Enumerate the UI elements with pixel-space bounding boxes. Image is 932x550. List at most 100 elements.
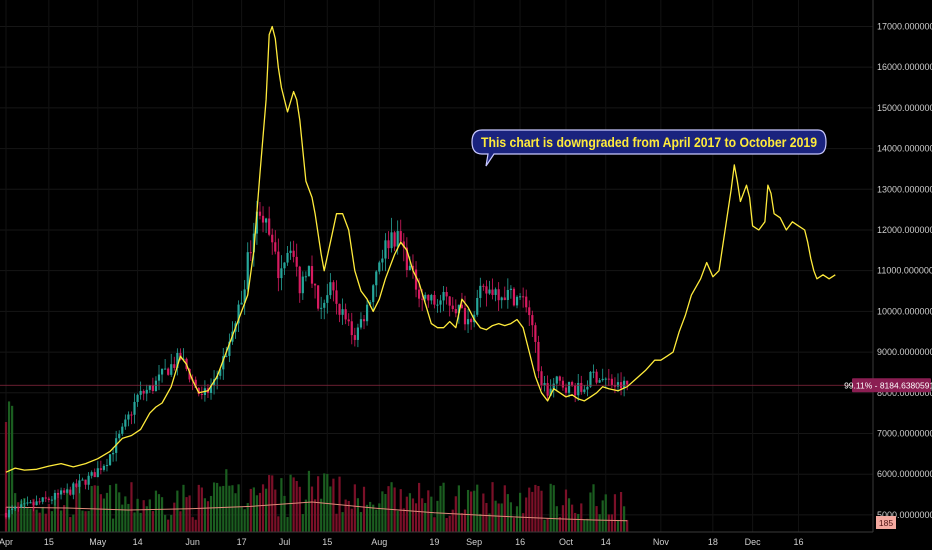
candle-body [75, 483, 78, 487]
candle-body [454, 309, 457, 314]
volume-bar [473, 490, 476, 532]
candle-body [96, 468, 99, 478]
candle-body [448, 296, 451, 306]
volume-bar [17, 502, 20, 532]
candle-body [261, 215, 265, 223]
candle-body [408, 265, 412, 271]
volume-bar [503, 485, 506, 532]
candle-body [365, 304, 369, 322]
volume-bar [372, 504, 375, 532]
volume-bar [44, 513, 47, 532]
volume-bar [356, 498, 359, 532]
candle-body [546, 383, 549, 396]
candle-body [571, 382, 574, 386]
volume-bar [194, 519, 197, 532]
candle-body [347, 319, 350, 322]
volume-bar [26, 507, 29, 532]
volume-bar [47, 503, 50, 532]
candle-body [616, 382, 620, 387]
volume-bar [7, 401, 11, 532]
candle-body [329, 282, 332, 296]
candle-body [56, 492, 60, 495]
candle-body [525, 296, 528, 308]
volume-bar [623, 506, 626, 532]
volume-bar [344, 499, 347, 532]
volume-bar [537, 486, 540, 532]
y-tick-label: 7000.00000000 [877, 428, 932, 438]
volume-bar [200, 487, 203, 532]
volume-bar [142, 500, 145, 532]
x-tick-label: Aug [371, 537, 387, 547]
volume-bar [574, 512, 577, 532]
candle-body [414, 269, 418, 290]
candle-body [335, 290, 338, 304]
price-badge: 99.11% - 8184.63805914 [844, 378, 932, 393]
candle-body [298, 266, 301, 294]
candle-body [38, 501, 41, 503]
candle-body [411, 265, 415, 270]
volume-bar [14, 493, 17, 532]
volume-bar [607, 514, 610, 532]
candle-body [268, 218, 271, 235]
volume-bar [540, 490, 543, 532]
volume-bar [115, 483, 118, 532]
candle-body [286, 252, 289, 263]
volume-bar [567, 498, 571, 532]
volume-bar [139, 512, 142, 532]
candle-body [482, 285, 485, 287]
candle-body [589, 371, 592, 387]
candle-body [209, 385, 213, 393]
volume-bar [225, 469, 228, 532]
volume-bar [341, 512, 344, 532]
volume-bar [362, 486, 366, 532]
candle-body [41, 497, 44, 502]
candle-body [304, 276, 307, 278]
candle-body [124, 419, 127, 427]
candle-body [84, 479, 87, 485]
volume-bar [209, 495, 213, 532]
candle-body [246, 252, 249, 290]
volume-bar [59, 510, 63, 532]
volume-bar [219, 486, 222, 532]
volume-bar [564, 489, 568, 532]
candle-body [518, 296, 522, 298]
candle-body [515, 296, 519, 306]
volume-bar [84, 511, 87, 532]
candle-body [151, 385, 154, 392]
volume-bar [580, 503, 583, 532]
volume-bar [102, 498, 106, 532]
volume-bar [20, 500, 23, 532]
volume-bar [589, 492, 592, 532]
volume-bar [424, 503, 427, 532]
volume-bar [118, 492, 121, 532]
volume-bar [191, 517, 194, 532]
candle-body [598, 380, 601, 383]
volume-bar [160, 497, 164, 532]
callout-bubble [471, 129, 827, 167]
candle-body [460, 304, 464, 308]
volume-bar [179, 511, 182, 532]
candle-body [604, 378, 607, 380]
volume-bar [497, 503, 500, 532]
volume-bar [534, 484, 537, 532]
candle-body [118, 433, 121, 439]
volume-bar [164, 514, 167, 532]
volume-bar [365, 504, 369, 532]
x-tick-label: May [89, 537, 107, 547]
volume-bar [583, 519, 586, 532]
volume-bar [317, 476, 320, 532]
volume-bar [185, 497, 188, 532]
candle-body [326, 295, 329, 303]
candle-body [26, 502, 29, 504]
volume-bar [112, 518, 115, 532]
volume-bar [274, 489, 277, 532]
forecast-line [5, 25, 836, 473]
candle-body [457, 304, 460, 314]
volume-bar [359, 512, 363, 532]
candle-body [148, 385, 151, 390]
candle-body [613, 385, 617, 387]
candle-body [17, 507, 20, 509]
volume-bar [228, 485, 231, 532]
candle-body [78, 480, 81, 487]
